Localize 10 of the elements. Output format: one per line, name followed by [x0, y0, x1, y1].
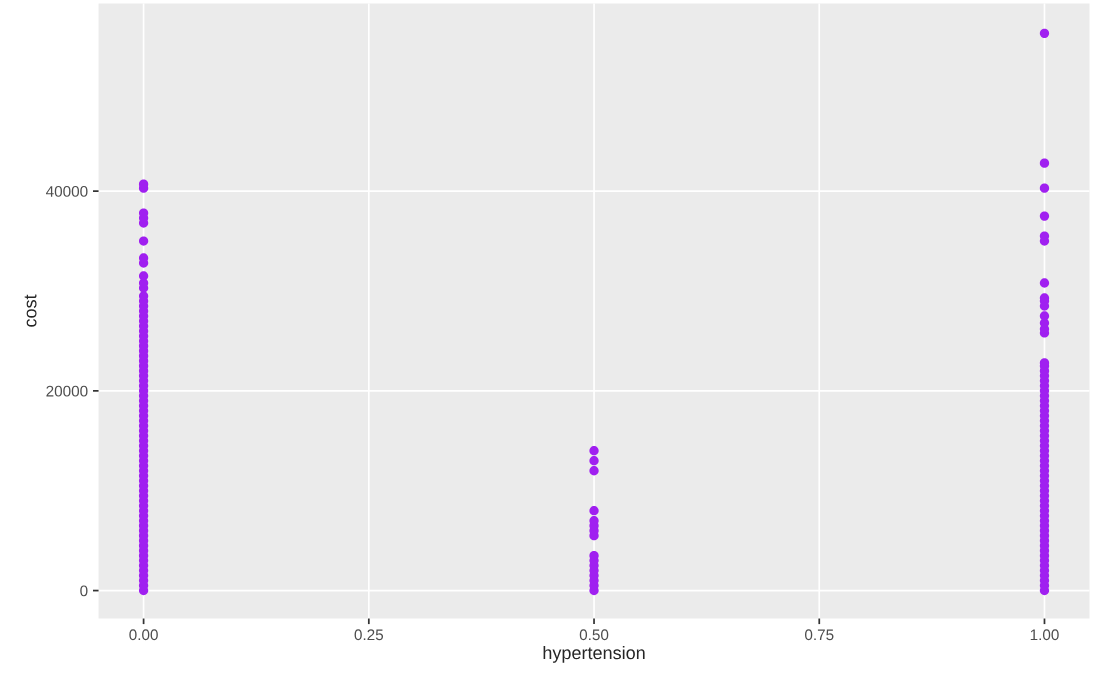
y-tick-label: 40000	[46, 185, 88, 197]
y-tick-label: 20000	[46, 385, 88, 397]
y-tick-label: 0	[80, 585, 88, 597]
x-tick-label: 1.00	[1030, 629, 1059, 641]
y-axis-title: cost	[24, 294, 37, 327]
x-tick-label: 0.25	[354, 629, 384, 641]
x-tick-label: 0.50	[579, 629, 609, 641]
x-axis-title: hypertension	[543, 645, 645, 663]
x-tick-label: 0.75	[804, 629, 834, 641]
x-tick-label: 0.00	[129, 629, 158, 641]
